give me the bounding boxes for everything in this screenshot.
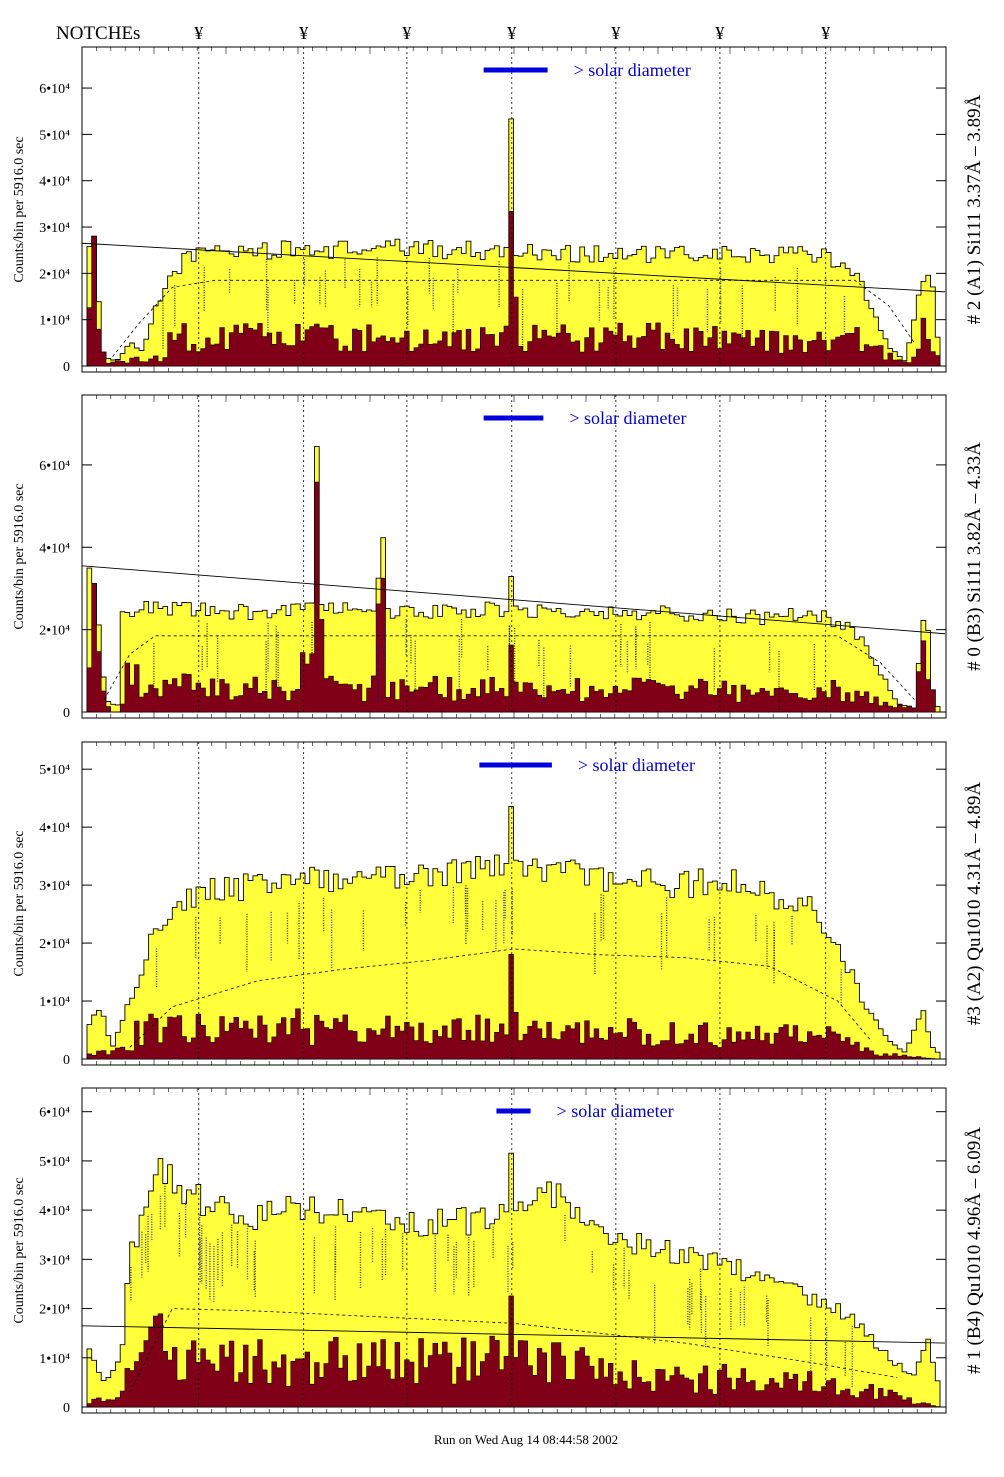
solar-diameter-label: > solar diameter bbox=[578, 755, 695, 775]
y-tick-label: 3•10⁴ bbox=[39, 879, 70, 894]
notch-marker-7: ¥ bbox=[821, 23, 830, 43]
total-counts-histogram bbox=[86, 446, 941, 713]
y-axis-label: Counts/bin per 5916.0 sec bbox=[12, 830, 27, 976]
y-tick-label: 5•10⁴ bbox=[39, 128, 70, 143]
y-tick-label: 4•10⁴ bbox=[39, 1204, 70, 1219]
solar-diameter-label: > solar diameter bbox=[574, 60, 691, 80]
notch-marker-3: ¥ bbox=[402, 23, 411, 43]
total-counts-histogram bbox=[86, 806, 941, 1060]
line-annotations bbox=[162, 257, 846, 350]
continuum-solid-line bbox=[81, 1325, 946, 1344]
line-counts-histogram bbox=[86, 481, 940, 713]
line-counts-histogram bbox=[86, 954, 941, 1060]
continuum-solid-line bbox=[81, 242, 946, 293]
notch-marker-1: ¥ bbox=[194, 23, 203, 43]
y-tick-label: 6•10⁴ bbox=[39, 82, 70, 97]
panel-title: # 1 (B4) Qu1010 4.96Å – 6.09Å bbox=[964, 1127, 985, 1374]
panel-title: # 0 (B3) Si111 3.82Å – 4.33Å bbox=[964, 442, 985, 671]
y-tick-label: 6•10⁴ bbox=[39, 459, 70, 474]
y-tick-label: 5•10⁴ bbox=[39, 1155, 70, 1170]
panel-4: 0 1•10⁴ 2•10⁴ 3•10⁴ 4•10⁴ 5•10⁴ 6•10⁴ Counts/bi… bbox=[12, 1087, 985, 1416]
y-tick-label: 5•10⁴ bbox=[39, 763, 70, 778]
line-counts-histogram bbox=[86, 211, 941, 367]
y-tick-label: 0 bbox=[63, 1053, 70, 1068]
line-annotations bbox=[130, 1183, 853, 1388]
notch-marker-4: ¥ bbox=[507, 23, 516, 43]
y-tick-label: 6•10⁴ bbox=[39, 1106, 70, 1121]
y-tick-label: 1•10⁴ bbox=[39, 314, 70, 329]
line-counts-histogram bbox=[86, 1295, 941, 1408]
total-counts-histogram bbox=[86, 1152, 941, 1408]
panel-3: 0 1•10⁴ 2•10⁴ 3•10⁴ 4•10⁴ 5•10⁴ Counts/bin per… bbox=[12, 741, 985, 1068]
panel-title: # 2 (A1) Si111 3.37Å – 3.89Å bbox=[964, 94, 985, 324]
y-tick-label: 4•10⁴ bbox=[39, 541, 70, 556]
panels: 0 1•10⁴ 2•10⁴ 3•10⁴ 4•10⁴ 5•10⁴ 6•10⁴ Counts/bi… bbox=[12, 46, 985, 1416]
continuum-solid-line bbox=[81, 565, 946, 635]
notch-marker-2: ¥ bbox=[299, 23, 308, 43]
notch-marker-5: ¥ bbox=[611, 23, 620, 43]
y-axis-label: Counts/bin per 5916.0 sec bbox=[12, 1177, 27, 1323]
line-annotations bbox=[153, 618, 816, 710]
y-axis-label: Counts/bin per 5916.0 sec bbox=[12, 483, 27, 629]
notches-label: NOTCHEs bbox=[56, 23, 140, 44]
y-tick-label: 2•10⁴ bbox=[39, 267, 70, 282]
y-tick-label: 3•10⁴ bbox=[39, 1253, 70, 1268]
y-tick-label: 2•10⁴ bbox=[39, 1303, 70, 1318]
y-tick-label: 1•10⁴ bbox=[39, 995, 70, 1010]
y-axis-label: Counts/bin per 5916.0 sec bbox=[12, 136, 27, 282]
panel-title: #3 (A2) Qu1010 4.31Å – 4.89Å bbox=[964, 782, 985, 1026]
panel-2: 0 2•10⁴ 4•10⁴ 6•10⁴ Counts/bin per 5916.0 se… bbox=[12, 394, 985, 721]
y-tick-label: 0 bbox=[63, 1401, 70, 1416]
solar-diameter-label: > solar diameter bbox=[569, 408, 686, 428]
notch-marker-6: ¥ bbox=[715, 23, 724, 43]
run-timestamp: Run on Wed Aug 14 08:44:58 2002 bbox=[434, 1432, 618, 1447]
y-tick-label: 4•10⁴ bbox=[39, 175, 70, 190]
y-tick-label: 3•10⁴ bbox=[39, 221, 70, 236]
y-tick-label: 0 bbox=[63, 360, 70, 375]
panel-1: 0 1•10⁴ 2•10⁴ 3•10⁴ 4•10⁴ 5•10⁴ 6•10⁴ Counts/bi… bbox=[12, 46, 985, 375]
y-tick-label: 1•10⁴ bbox=[39, 1352, 70, 1367]
model-dashed-curve bbox=[112, 279, 915, 357]
line-annotations bbox=[155, 885, 842, 1007]
y-tick-label: 2•10⁴ bbox=[39, 937, 70, 952]
solar-diameter-label: > solar diameter bbox=[557, 1101, 674, 1121]
y-tick-label: 2•10⁴ bbox=[39, 624, 70, 639]
model-dashed-curve bbox=[103, 635, 915, 700]
notch-header: NOTCHEs ¥ ¥ ¥ ¥ ¥ ¥ ¥ bbox=[56, 23, 830, 44]
y-tick-label: 4•10⁴ bbox=[39, 821, 70, 836]
y-tick-label: 0 bbox=[63, 706, 70, 721]
